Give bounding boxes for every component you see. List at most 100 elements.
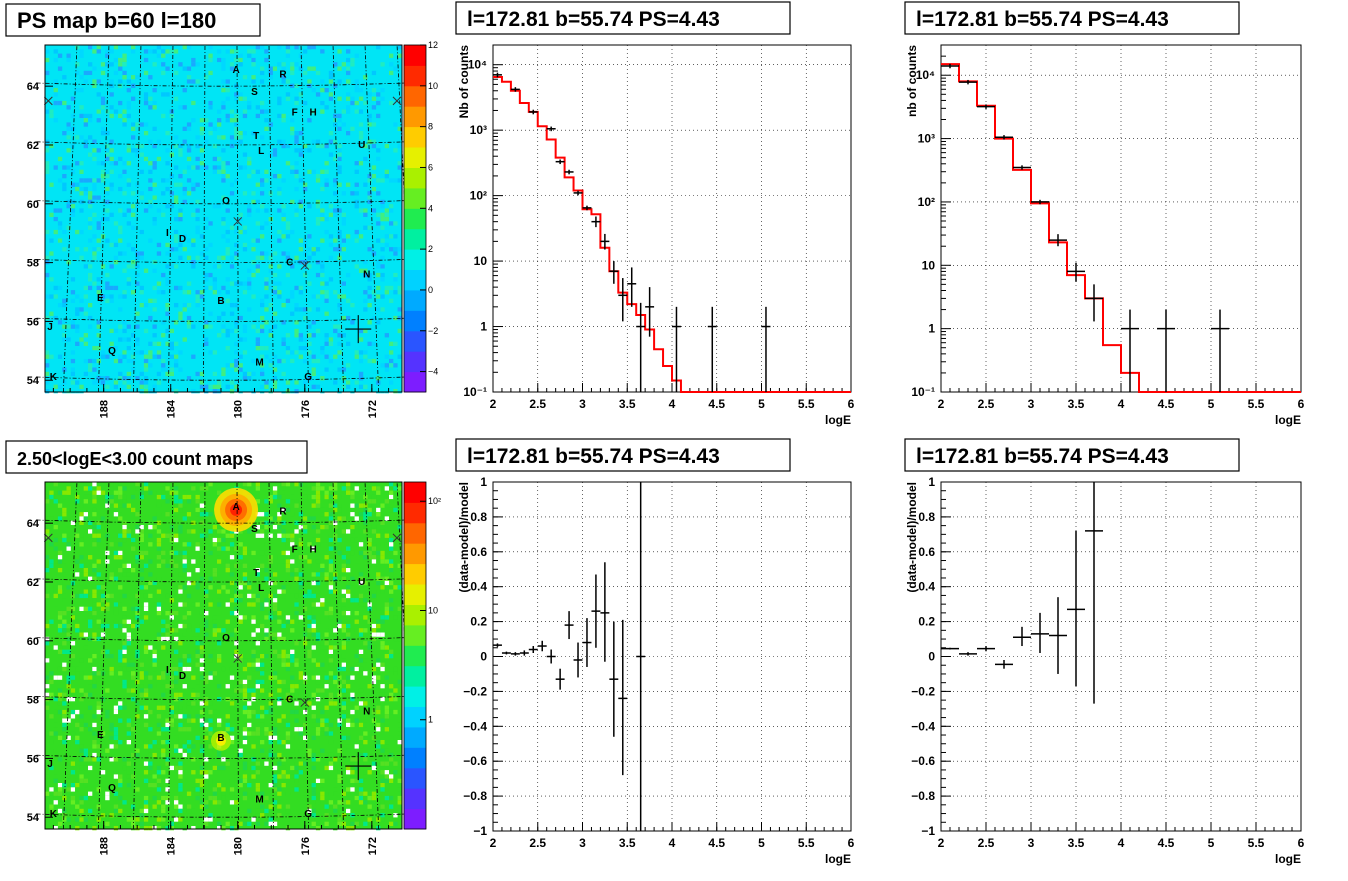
map-pixel bbox=[97, 286, 101, 290]
map-pixel bbox=[204, 337, 208, 341]
map-pixel bbox=[208, 482, 212, 486]
map-pixel bbox=[67, 204, 71, 208]
map-pixel bbox=[320, 213, 324, 217]
map-pixel bbox=[204, 719, 208, 723]
map-pixel bbox=[217, 290, 221, 294]
map-pixel bbox=[165, 512, 169, 516]
map-pixel bbox=[92, 346, 96, 350]
map-pixel bbox=[213, 170, 217, 174]
map-pixel bbox=[312, 88, 316, 92]
map-pixel bbox=[329, 645, 333, 649]
map-pixel bbox=[320, 710, 324, 714]
map-pixel bbox=[368, 303, 372, 307]
map-pixel bbox=[380, 79, 384, 83]
map-pixel bbox=[230, 140, 234, 144]
map-pixel bbox=[54, 499, 58, 503]
map-pixel bbox=[49, 796, 53, 800]
map-pixel bbox=[178, 585, 182, 589]
map-pixel bbox=[67, 127, 71, 131]
map-pixel bbox=[62, 491, 66, 495]
map-pixel bbox=[393, 346, 397, 350]
map-pixel bbox=[118, 325, 122, 329]
map-pixel bbox=[127, 355, 131, 359]
map-pixel bbox=[312, 706, 316, 710]
map-pixel bbox=[350, 282, 354, 286]
map-pixel bbox=[75, 58, 79, 62]
map-pixel bbox=[329, 658, 333, 662]
map-pixel bbox=[282, 114, 286, 118]
map-pixel bbox=[363, 796, 367, 800]
map-pixel bbox=[239, 355, 243, 359]
map-pixel bbox=[67, 667, 71, 671]
map-pixel bbox=[337, 676, 341, 680]
map-pixel bbox=[157, 723, 161, 727]
map-pixel bbox=[165, 740, 169, 744]
map-pixel bbox=[350, 491, 354, 495]
map-pixel bbox=[75, 486, 79, 490]
map-pixel bbox=[200, 110, 204, 114]
map-pixel bbox=[325, 144, 329, 148]
map-pixel bbox=[101, 170, 105, 174]
map-pixel bbox=[122, 499, 126, 503]
map-pixel bbox=[71, 49, 75, 53]
source-label: F bbox=[292, 108, 298, 119]
map-pixel bbox=[191, 118, 195, 122]
map-pixel bbox=[71, 676, 75, 680]
map-pixel bbox=[196, 135, 200, 139]
map-pixel bbox=[316, 88, 320, 92]
map-pixel bbox=[217, 719, 221, 723]
map-pixel bbox=[269, 243, 273, 247]
map-pixel bbox=[312, 787, 316, 791]
map-pixel bbox=[355, 538, 359, 542]
map-pixel bbox=[213, 787, 217, 791]
map-pixel bbox=[58, 792, 62, 796]
map-pixel bbox=[178, 110, 182, 114]
map-pixel bbox=[178, 208, 182, 212]
map-pixel bbox=[256, 247, 260, 251]
map-pixel bbox=[191, 719, 195, 723]
map-pixel bbox=[277, 719, 281, 723]
map-pixel bbox=[342, 611, 346, 615]
map-pixel bbox=[187, 333, 191, 337]
map-pixel bbox=[62, 131, 66, 135]
map-pixel bbox=[230, 303, 234, 307]
map-pixel bbox=[114, 178, 118, 182]
map-pixel bbox=[221, 140, 225, 144]
map-pixel bbox=[294, 127, 298, 131]
map-pixel bbox=[359, 320, 363, 324]
map-pixel bbox=[170, 628, 174, 632]
map-pixel bbox=[385, 645, 389, 649]
map-pixel bbox=[213, 650, 217, 654]
map-pixel bbox=[234, 350, 238, 354]
map-pixel bbox=[372, 127, 376, 131]
map-pixel bbox=[393, 762, 397, 766]
map-pixel bbox=[256, 641, 260, 645]
map-pixel bbox=[187, 67, 191, 71]
map-pixel bbox=[269, 346, 273, 350]
map-pixel bbox=[58, 650, 62, 654]
map-pixel bbox=[45, 512, 49, 516]
map-pixel bbox=[299, 516, 303, 520]
map-pixel bbox=[148, 547, 152, 551]
map-pixel bbox=[312, 226, 316, 230]
map-pixel bbox=[294, 170, 298, 174]
map-pixel bbox=[88, 671, 92, 675]
map-pixel bbox=[385, 105, 389, 109]
map-pixel bbox=[49, 174, 53, 178]
map-pixel bbox=[376, 534, 380, 538]
map-pixel bbox=[217, 157, 221, 161]
map-pixel bbox=[187, 499, 191, 503]
map-pixel bbox=[58, 385, 62, 389]
map-pixel bbox=[355, 239, 359, 243]
map-pixel bbox=[183, 316, 187, 320]
map-pixel bbox=[312, 796, 316, 800]
map-pixel bbox=[217, 723, 221, 727]
map-pixel bbox=[75, 230, 79, 234]
map-pixel bbox=[363, 346, 367, 350]
map-pixel bbox=[329, 568, 333, 572]
colorbar-band bbox=[404, 249, 426, 270]
map-pixel bbox=[140, 191, 144, 195]
map-pixel bbox=[75, 88, 79, 92]
map-pixel bbox=[329, 92, 333, 96]
map-pixel bbox=[165, 491, 169, 495]
